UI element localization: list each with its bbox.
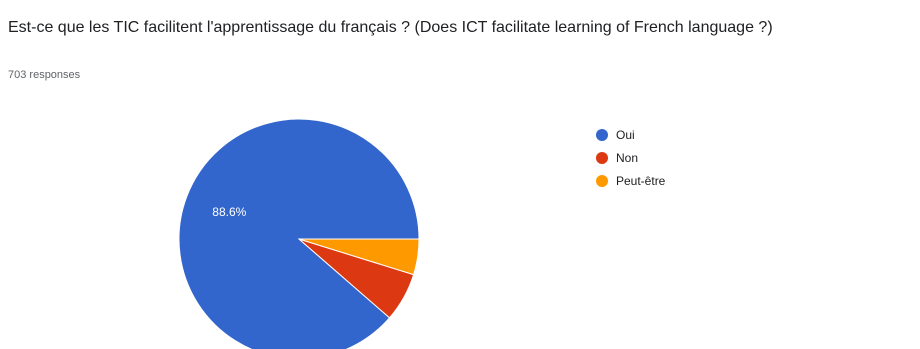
legend-label-oui: Oui xyxy=(616,128,635,142)
response-count: 703 responses xyxy=(8,69,81,81)
question-title: Est-ce que les TIC facilitent l'apprenti… xyxy=(8,19,773,36)
legend-item-oui: Oui xyxy=(596,126,665,144)
chart-legend: Oui Non Peut-être xyxy=(596,126,665,195)
legend-label-non: Non xyxy=(616,151,639,165)
legend-swatch-non xyxy=(596,152,608,164)
legend-item-non: Non xyxy=(596,149,665,167)
legend-swatch-oui xyxy=(596,129,608,141)
pie-data-label-oui: 88.6% xyxy=(212,205,246,219)
pie-slice-oui xyxy=(178,118,420,349)
legend-label-peut-etre: Peut-être xyxy=(616,174,666,188)
legend-swatch-peut-etre xyxy=(596,175,608,187)
legend-item-peut-etre: Peut-être xyxy=(596,172,665,190)
pie-slice-peut-etre xyxy=(298,238,420,276)
